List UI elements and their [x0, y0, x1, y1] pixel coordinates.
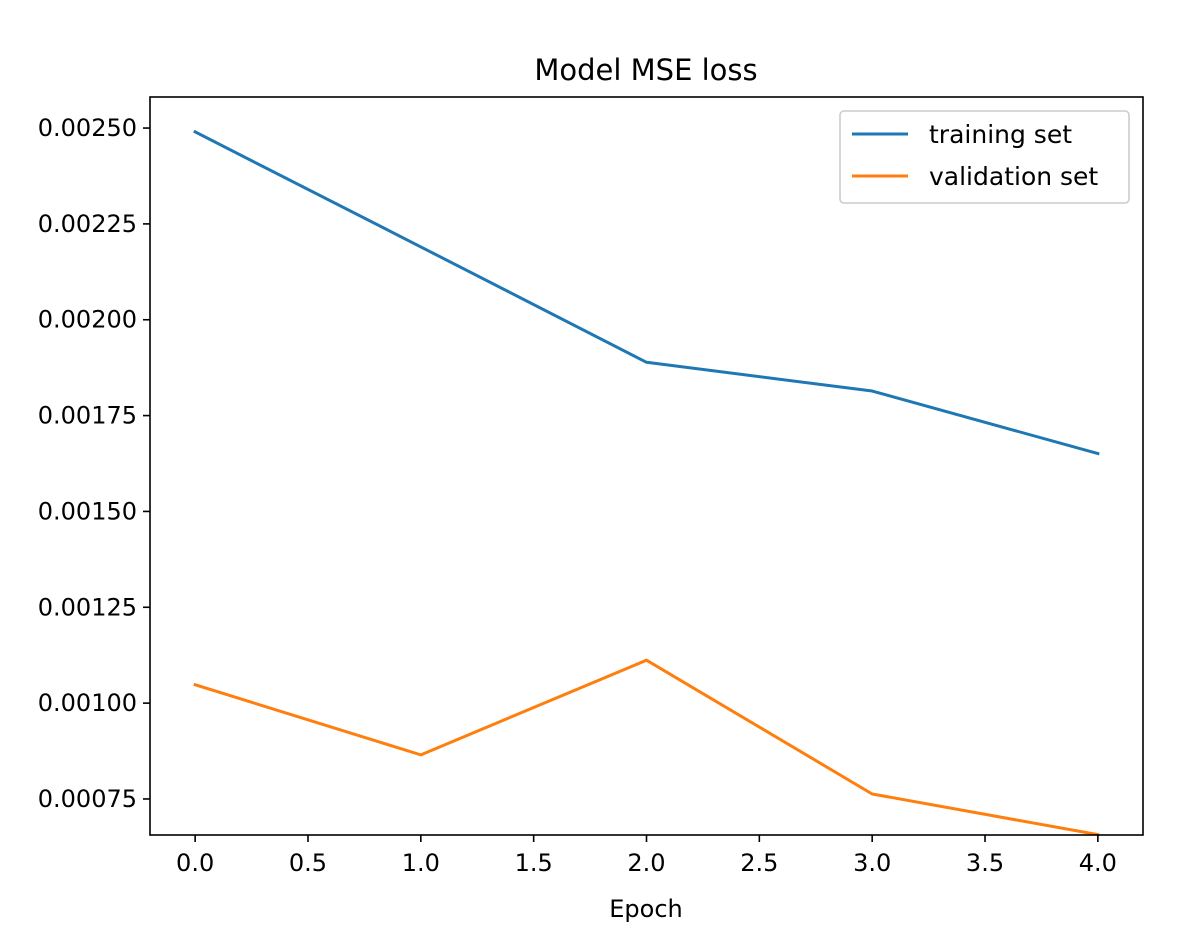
- chart-title: Model MSE loss: [534, 53, 757, 87]
- x-tick-label: 2.0: [627, 849, 665, 877]
- x-tick-label: 1.5: [515, 849, 553, 877]
- x-tick-label: 1.0: [402, 849, 440, 877]
- x-tick-label: 0.5: [289, 849, 327, 877]
- legend-box: [839, 110, 1130, 204]
- y-tick-label: 0.00175: [38, 402, 137, 430]
- legend-label-2: validation set: [929, 162, 1098, 191]
- series-line-2: [193, 658, 1100, 837]
- legend: training set validation set: [839, 110, 1130, 204]
- x-tick-label: 2.5: [740, 849, 778, 877]
- legend-label-1: training set: [929, 120, 1072, 149]
- y-tick-label: 0.00125: [38, 593, 137, 621]
- y-tick-label: 0.00075: [38, 785, 137, 813]
- plot-area: 0.0 0.5 1.0 1.5 2.0 2.5 3.0 3.5 4.0 0.00075 0.0010…: [38, 96, 1144, 877]
- x-tick-label: 3.0: [853, 849, 891, 877]
- x-tick-label: 4.0: [1079, 849, 1117, 877]
- x-tick-label: 0.0: [176, 849, 214, 877]
- y-tick-label: 0.00250: [38, 114, 137, 142]
- y-tick-label: 0.00100: [38, 689, 137, 717]
- y-tick-label: 0.00200: [38, 306, 137, 334]
- y-tick-label: 0.00225: [38, 210, 137, 238]
- y-tick-label: 0.00150: [38, 497, 137, 525]
- plot-frame: [149, 96, 1144, 836]
- x-tick-label: 3.5: [966, 849, 1004, 877]
- x-axis-label: Epoch: [609, 895, 683, 923]
- series-line-1: [193, 129, 1100, 456]
